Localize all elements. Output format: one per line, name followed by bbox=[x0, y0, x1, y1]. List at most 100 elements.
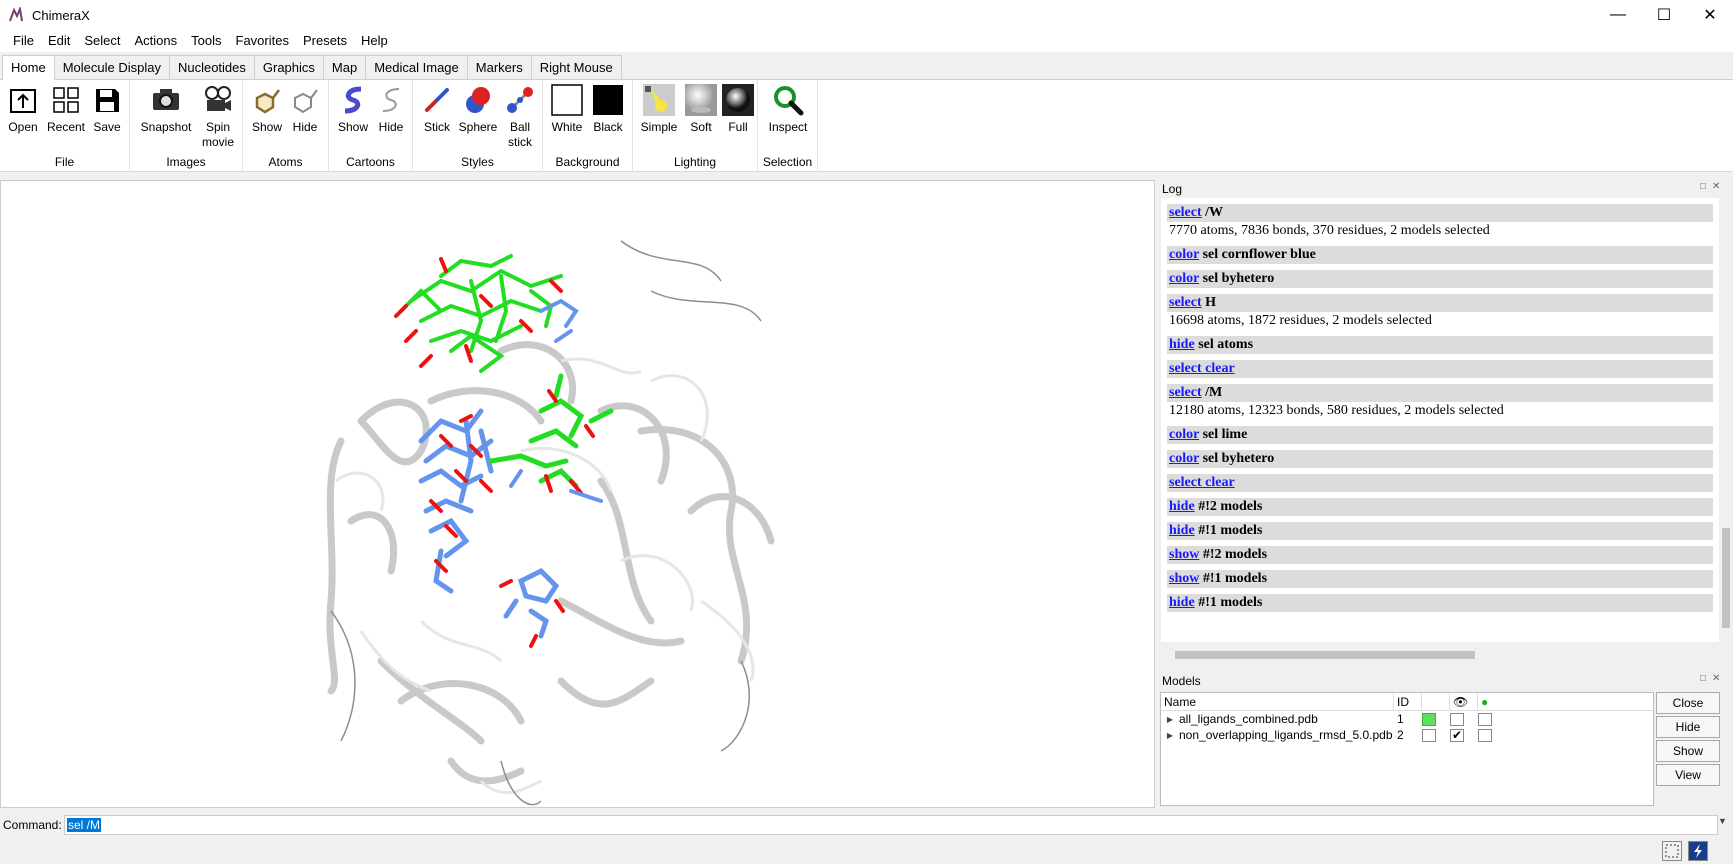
graphics-update-icon[interactable] bbox=[1688, 841, 1708, 861]
log-command-link[interactable]: select bbox=[1169, 205, 1202, 220]
hide-model-button[interactable]: Hide bbox=[1656, 716, 1720, 738]
log-command-link[interactable]: select clear bbox=[1169, 361, 1235, 376]
log-entry: color sel cornflower blue bbox=[1167, 246, 1713, 264]
cartoons-show-button[interactable]: Show bbox=[335, 84, 371, 135]
group-atoms-label: Atoms bbox=[268, 155, 303, 169]
log-command-link[interactable]: hide bbox=[1169, 523, 1195, 538]
menu-select[interactable]: Select bbox=[84, 33, 121, 48]
model-row[interactable]: ▶ all_ligands_combined.pdb 1 bbox=[1161, 711, 1653, 727]
toolbar-tabs: Home Molecule Display Nucleotides Graphi… bbox=[0, 55, 1733, 81]
log-command-link[interactable]: hide bbox=[1169, 337, 1195, 352]
log-command-link[interactable]: color bbox=[1169, 427, 1200, 442]
tab-home[interactable]: Home bbox=[2, 55, 55, 81]
background-black-button[interactable]: Black bbox=[589, 84, 627, 135]
menu-tools[interactable]: Tools bbox=[191, 33, 222, 48]
model-select-checkbox[interactable] bbox=[1478, 728, 1492, 742]
log-command-link[interactable]: show bbox=[1169, 547, 1200, 562]
models-table: Name ID 👁 ● ▶ all_ligands_combined.pdb 1… bbox=[1160, 692, 1654, 806]
tab-map[interactable]: Map bbox=[322, 55, 367, 79]
log-horizontal-scrollbar[interactable] bbox=[1161, 648, 1719, 662]
expand-arrow-icon[interactable]: ▶ bbox=[1166, 714, 1174, 724]
command-history-dropdown-icon[interactable]: ▼ bbox=[1718, 816, 1727, 826]
save-button[interactable]: Save bbox=[90, 84, 124, 135]
menu-presets[interactable]: Presets bbox=[302, 33, 348, 48]
log-command-link[interactable]: select bbox=[1169, 295, 1202, 310]
undock-icon[interactable]: □ bbox=[1700, 673, 1707, 684]
snapshot-button[interactable]: Snapshot bbox=[138, 84, 194, 135]
ball-stick-button[interactable]: Ball stick bbox=[501, 84, 539, 150]
select-mode-icon[interactable] bbox=[1662, 841, 1682, 861]
model-shown-checkbox[interactable] bbox=[1450, 712, 1464, 726]
tab-markers[interactable]: Markers bbox=[466, 55, 532, 79]
model-color-swatch[interactable] bbox=[1422, 712, 1436, 726]
models-panel-title: Models bbox=[1162, 674, 1201, 688]
lighting-full-button[interactable]: Full bbox=[721, 84, 755, 135]
tab-graphics[interactable]: Graphics bbox=[253, 55, 324, 79]
close-window-button[interactable]: ✕ bbox=[1703, 7, 1717, 24]
log-hscroll-thumb[interactable] bbox=[1175, 651, 1475, 659]
log-command-link[interactable]: hide bbox=[1169, 499, 1195, 514]
log-command-link[interactable]: select bbox=[1169, 385, 1202, 400]
lighting-simple-button[interactable]: Simple bbox=[637, 84, 681, 135]
log-vertical-scrollbar[interactable] bbox=[1719, 198, 1733, 644]
model-color-swatch[interactable] bbox=[1422, 728, 1436, 742]
stick-button[interactable]: Stick bbox=[419, 84, 455, 135]
model-row[interactable]: ▶ non_overlapping_ligands_rmsd_5.0.pdb 2… bbox=[1161, 727, 1653, 743]
log-command-link[interactable]: color bbox=[1169, 247, 1200, 262]
maximize-button[interactable]: ☐ bbox=[1656, 7, 1672, 24]
model-shown-checkbox[interactable]: ✔ bbox=[1450, 727, 1464, 742]
log-panel[interactable]: select /W 7770 atoms, 7836 bonds, 370 re… bbox=[1161, 198, 1719, 642]
log-command-link[interactable]: select clear bbox=[1169, 475, 1235, 490]
group-styles-label: Styles bbox=[461, 155, 494, 169]
tab-medical-image[interactable]: Medical Image bbox=[365, 55, 468, 79]
column-color[interactable] bbox=[1422, 693, 1450, 710]
log-command-link[interactable]: color bbox=[1169, 271, 1200, 286]
show-model-button[interactable]: Show bbox=[1656, 740, 1720, 762]
menu-edit[interactable]: Edit bbox=[47, 33, 71, 48]
log-command-args: /M bbox=[1201, 385, 1223, 400]
menu-favorites[interactable]: Favorites bbox=[235, 33, 289, 48]
inspect-button[interactable]: Inspect bbox=[764, 84, 812, 135]
column-id[interactable]: ID bbox=[1394, 693, 1422, 710]
command-input[interactable]: sel /M bbox=[64, 815, 1718, 835]
column-name[interactable]: Name bbox=[1161, 693, 1394, 710]
log-command-args: #!1 models bbox=[1194, 595, 1263, 610]
white-swatch-icon bbox=[551, 84, 583, 116]
menu-file[interactable]: File bbox=[13, 33, 34, 48]
spin-movie-button[interactable]: Spin movie bbox=[198, 84, 238, 150]
tab-nucleotides[interactable]: Nucleotides bbox=[168, 55, 255, 79]
close-model-button[interactable]: Close bbox=[1656, 692, 1720, 714]
model-select-checkbox[interactable] bbox=[1478, 712, 1492, 726]
background-white-button[interactable]: White bbox=[547, 84, 587, 135]
tab-molecule-display[interactable]: Molecule Display bbox=[53, 55, 170, 79]
command-line: Command: sel /M ▼ bbox=[0, 814, 1733, 836]
column-shown[interactable]: 👁 bbox=[1450, 693, 1478, 710]
open-button[interactable]: Open bbox=[6, 84, 40, 135]
atoms-hide-button[interactable]: Hide bbox=[287, 84, 323, 135]
menu-actions[interactable]: Actions bbox=[134, 33, 178, 48]
log-command-link[interactable]: color bbox=[1169, 451, 1200, 466]
lighting-soft-button[interactable]: Soft bbox=[683, 84, 719, 135]
close-models-icon[interactable]: ✕ bbox=[1712, 673, 1721, 684]
sphere-button[interactable]: Sphere bbox=[457, 84, 499, 135]
cartoons-hide-button[interactable]: Hide bbox=[373, 84, 409, 135]
spin-label-line1: Spin bbox=[205, 120, 231, 134]
close-log-icon[interactable]: ✕ bbox=[1712, 181, 1721, 192]
menu-help[interactable]: Help bbox=[361, 33, 388, 48]
tab-right-mouse[interactable]: Right Mouse bbox=[530, 55, 622, 79]
log-command-link[interactable]: show bbox=[1169, 571, 1200, 586]
column-select[interactable]: ● bbox=[1478, 693, 1506, 710]
atoms-show-button[interactable]: Show bbox=[249, 84, 285, 135]
models-action-buttons: Close Hide Show View bbox=[1656, 692, 1720, 788]
recent-button[interactable]: Recent bbox=[46, 84, 86, 135]
log-vscroll-thumb[interactable] bbox=[1722, 528, 1730, 628]
expand-arrow-icon[interactable]: ▶ bbox=[1166, 730, 1174, 740]
log-entry: hide sel atoms bbox=[1167, 336, 1713, 354]
undock-icon[interactable]: □ bbox=[1700, 181, 1707, 192]
log-command-args: sel cornflower blue bbox=[1199, 247, 1316, 262]
soft-label: Soft bbox=[690, 120, 712, 134]
graphics-viewer[interactable] bbox=[0, 180, 1155, 808]
view-model-button[interactable]: View bbox=[1656, 764, 1720, 786]
minimize-button[interactable]: — bbox=[1610, 6, 1626, 23]
log-command-link[interactable]: hide bbox=[1169, 595, 1195, 610]
